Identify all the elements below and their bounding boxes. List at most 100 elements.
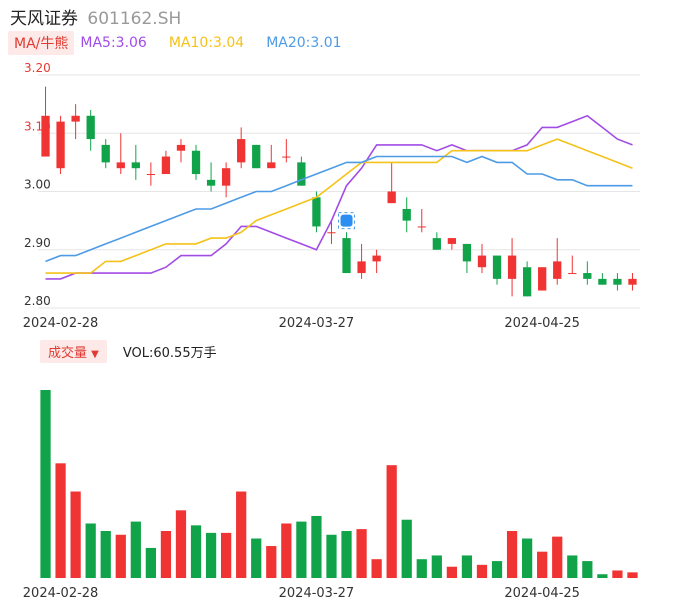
- volume-bar: [296, 521, 307, 578]
- volume-bar: [597, 574, 608, 578]
- candle-body: [492, 255, 502, 279]
- x-tick-label: 2024-02-28: [23, 316, 99, 331]
- volume-bar: [311, 515, 322, 578]
- candle-body: [568, 273, 577, 275]
- candle-body: [357, 261, 366, 274]
- volume-bar: [446, 566, 457, 578]
- candle-body: [538, 267, 547, 291]
- volume-bar: [190, 525, 202, 578]
- candle-body: [146, 174, 156, 176]
- volume-bar: [356, 529, 367, 578]
- stock-code: 601162.SH: [87, 9, 182, 29]
- stock-name: 天风证券: [10, 9, 78, 29]
- candle-body: [191, 150, 201, 175]
- volume-bar: [582, 561, 593, 578]
- volume-bar: [145, 547, 156, 578]
- volume-bar: [175, 510, 187, 578]
- ma20-legend-item: MA20:3.01: [266, 35, 342, 51]
- volume-bars: [40, 390, 638, 578]
- candle-body: [583, 273, 592, 279]
- volume-indicator-dropdown[interactable]: 成交量 ▼: [40, 339, 107, 363]
- candle-body: [221, 168, 231, 186]
- volume-bar: [341, 531, 352, 578]
- x-tick-label: 2024-03-27: [279, 586, 355, 601]
- volume-bar: [431, 555, 442, 578]
- candle-body: [417, 226, 426, 228]
- candle-body: [101, 144, 110, 163]
- candle-body: [252, 144, 261, 169]
- ma10-line: [45, 138, 633, 274]
- x-tick-label: 2024-02-28: [23, 586, 99, 601]
- volume-bar: [266, 546, 277, 578]
- candle-body: [41, 115, 50, 157]
- chevron-down-icon: ▼: [91, 348, 99, 360]
- volume-bar: [491, 561, 503, 578]
- ma10-legend-item: MA10:3.04: [168, 35, 245, 51]
- candle-body: [131, 162, 140, 169]
- ma20-line: [45, 155, 633, 263]
- volume-bar: [281, 523, 292, 578]
- candle-body: [432, 238, 441, 250]
- candle-body: [206, 179, 216, 186]
- volume-bar: [130, 521, 141, 578]
- candle-body: [462, 243, 472, 262]
- volume-bar: [70, 491, 81, 578]
- candle-body: [342, 238, 351, 274]
- volume-bar: [627, 572, 638, 578]
- volume-bar: [115, 534, 126, 578]
- y-tick-label: 3.20: [24, 61, 51, 75]
- candle-body: [161, 156, 171, 175]
- candle-body: [116, 162, 125, 169]
- candle-body: [71, 115, 80, 122]
- x-tick-label: 2024-04-25: [504, 316, 580, 331]
- volume-bar: [461, 555, 473, 578]
- volume-bar: [40, 390, 51, 578]
- ma-toggle-button[interactable]: MA/牛熊: [8, 31, 75, 55]
- volume-bar: [416, 559, 427, 578]
- candle-body: [553, 261, 562, 279]
- price-grid: [38, 74, 640, 309]
- candle-body: [327, 232, 336, 234]
- y-tick-label: 2.90: [24, 236, 51, 250]
- candlestick-series: [41, 86, 637, 297]
- volume-bar: [236, 491, 247, 578]
- candle-body: [613, 278, 622, 285]
- y-tick-label: 3.00: [24, 178, 51, 192]
- volume-bar: [476, 564, 488, 578]
- event-marker[interactable]: [338, 212, 356, 230]
- candle-body: [176, 144, 186, 151]
- volume-bar: [522, 538, 533, 578]
- volume-bar: [326, 534, 337, 578]
- candle-body: [267, 162, 276, 169]
- candle-body: [387, 191, 396, 204]
- y-tick-label: 2.80: [24, 294, 51, 308]
- ma-legend: MA/牛熊 MA5:3.06 MA10:3.04 MA20:3.01: [8, 31, 364, 55]
- x-tick-label: 2024-03-27: [279, 316, 355, 331]
- candle-body: [507, 255, 517, 279]
- volume-value: VOL:60.55万手: [122, 345, 217, 361]
- stock-title: 天风证券 601162.SH: [10, 4, 181, 29]
- candle-body: [372, 255, 381, 262]
- volume-bar: [205, 532, 217, 578]
- volume-bar: [506, 531, 518, 578]
- volume-bar: [85, 523, 96, 578]
- volume-bar: [552, 536, 563, 578]
- candle-body: [447, 238, 457, 244]
- candle-body: [237, 139, 246, 163]
- marker-frame: [338, 212, 356, 230]
- moving-average-lines: [45, 114, 633, 280]
- candle-body: [86, 115, 95, 140]
- ma5-legend-item: MA5:3.06: [80, 35, 147, 51]
- volume-indicator-label: 成交量: [48, 345, 88, 361]
- candle-body: [598, 278, 607, 285]
- candle-body: [56, 121, 65, 169]
- candle-body: [628, 278, 637, 285]
- volume-x-axis-labels: 2024-02-28 2024-03-27 2024-04-25: [23, 586, 580, 601]
- volume-bar: [100, 531, 111, 578]
- volume-bar: [55, 463, 66, 578]
- volume-bar: [401, 519, 412, 578]
- price-axis-labels: 3.203.103.002.902.80: [24, 61, 51, 308]
- candle-body: [312, 197, 321, 227]
- volume-bar: [371, 559, 382, 578]
